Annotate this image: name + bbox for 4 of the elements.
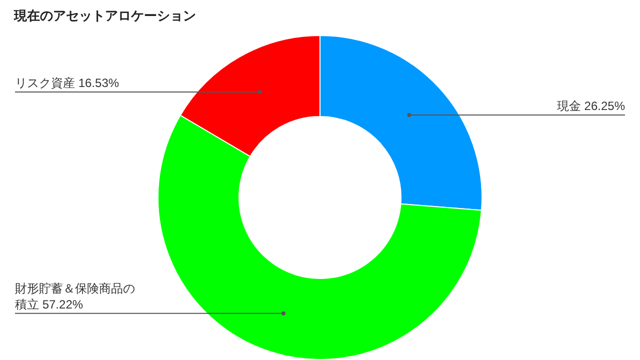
slice-label: 財形貯蓄＆保険商品の積立 57.22% xyxy=(15,281,135,312)
slice-label: リスク資産 16.53% xyxy=(15,76,120,90)
slice-label: 現金 26.25% xyxy=(556,99,626,114)
chart-title: 現在のアセットアロケーション xyxy=(13,8,196,23)
